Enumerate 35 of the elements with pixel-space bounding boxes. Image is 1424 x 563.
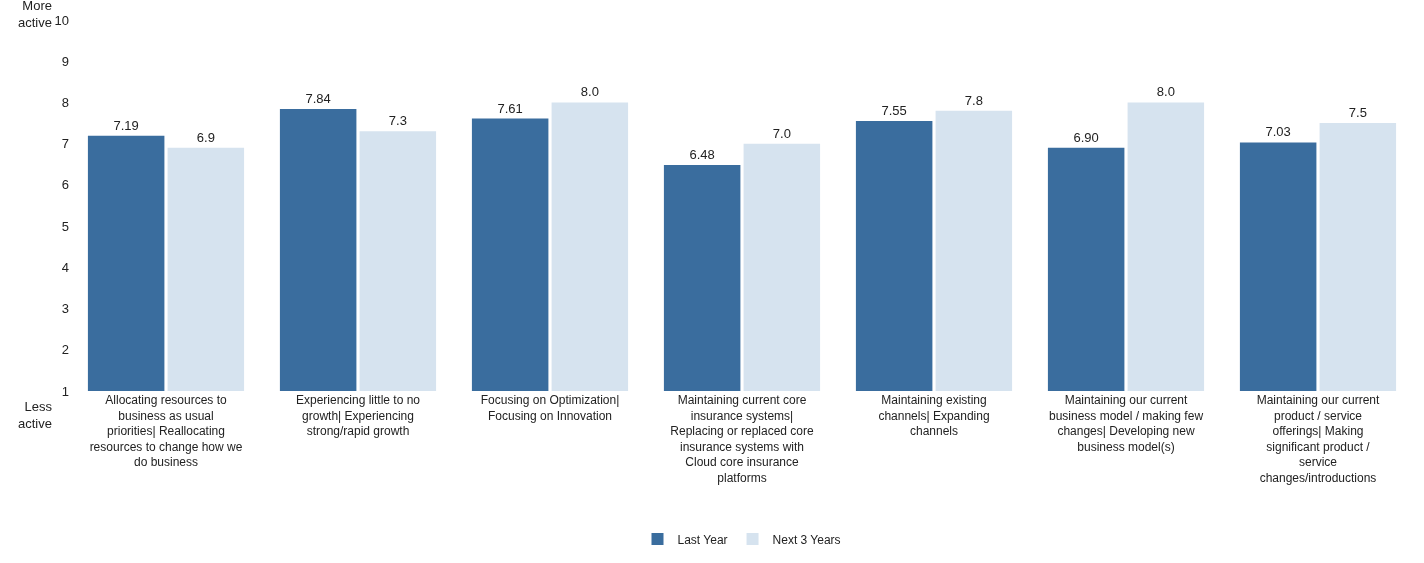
data-label: 7.3	[388, 113, 407, 129]
data-label: 6.48	[689, 147, 715, 163]
data-label: 6.90	[1073, 129, 1099, 145]
y-tick-label: 4	[61, 259, 69, 275]
y-tick-label: 5	[61, 218, 69, 234]
data-label: 7.03	[1265, 124, 1291, 140]
data-label: 7.61	[497, 100, 523, 116]
data-label: 8.0	[580, 84, 599, 100]
x-tick-label: Allocating resources to business as usual priorities| Reallocating resources to change how we do business	[89, 393, 243, 470]
data-label: 7.19	[113, 117, 139, 133]
y-tick-label: 8	[61, 94, 69, 110]
x-tick-label: Experiencing little to no growth| Experiencing strong/rapid growth	[295, 393, 421, 439]
y-tick-label: 9	[61, 53, 69, 69]
text: More active	[18, 0, 52, 30]
legend-label: Next 3 Years	[772, 532, 841, 547]
data-label: 8.0	[1156, 84, 1175, 100]
x-tick-label: Maintaining our current product / service offerings| Making significant product / service changes/introductions	[1256, 393, 1381, 485]
y-tick-label: 2	[61, 342, 69, 358]
x-tick-label: Maintaining our current business model / making few changes| Developing new business model(s)	[1048, 393, 1204, 454]
y-tick-label: 1	[61, 383, 69, 399]
x-tick-label: Focusing on Optimization| Focusing on Innovation	[480, 393, 620, 423]
data-label: 7.8	[964, 92, 983, 108]
y-tick-label: 3	[61, 301, 69, 317]
data-label: 7.5	[1348, 105, 1367, 121]
y-tick-label: 7	[61, 136, 69, 152]
y-tick-label: 10	[54, 12, 69, 28]
x-tick-label: Maintaining existing channels| Expanding channels	[878, 393, 990, 439]
text: Less active	[18, 399, 53, 431]
y-tick-label: 6	[61, 177, 69, 193]
data-label: 6.9	[196, 129, 215, 145]
legend-label: Last Year	[677, 532, 728, 547]
data-label: 7.0	[772, 125, 791, 141]
x-tick-label: Maintaining current core insurance systems| Replacing or replaced core insurance systems with Cloud core insurance platforms	[670, 393, 815, 485]
data-label: 7.55	[881, 102, 907, 118]
data-label: 7.84	[305, 91, 331, 107]
